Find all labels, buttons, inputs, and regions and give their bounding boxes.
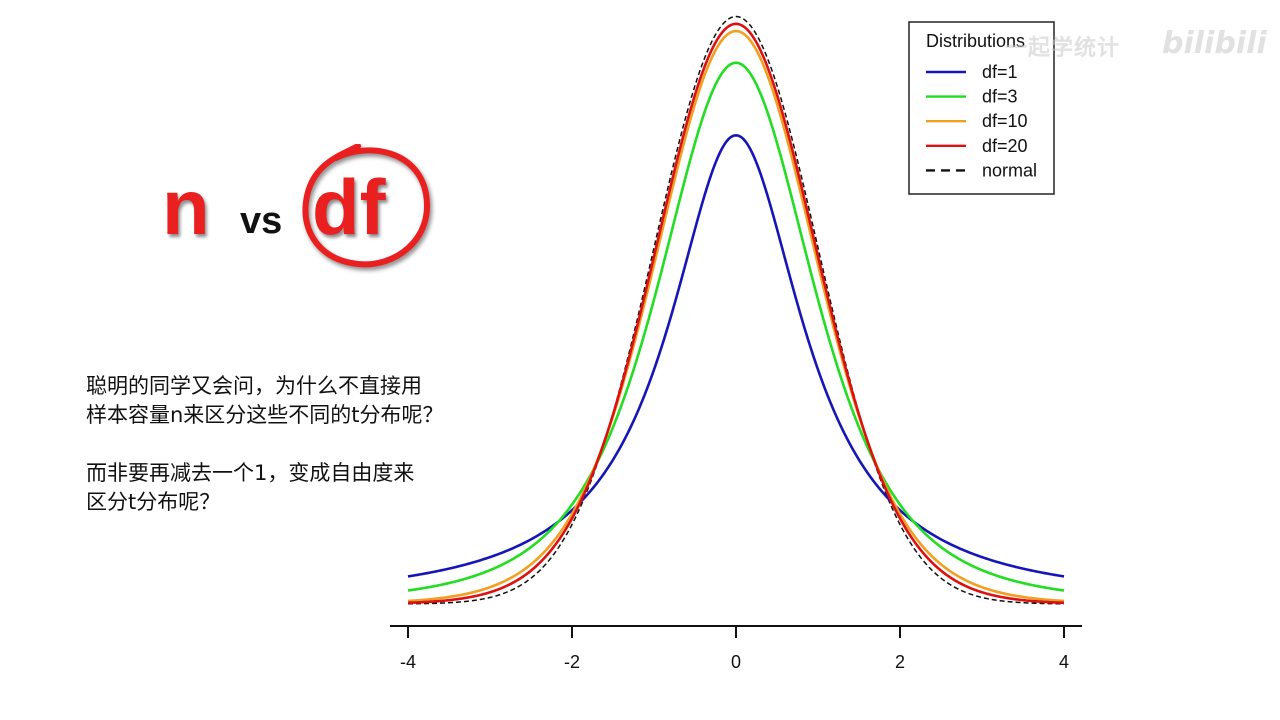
legend-label: normal (982, 160, 1037, 180)
curve-df-3 (407, 61, 1065, 592)
x-tick-label: 2 (895, 652, 905, 672)
legend-title: Distributions (926, 31, 1025, 51)
legend-label: df=10 (982, 111, 1028, 131)
x-tick-label: 4 (1059, 652, 1069, 672)
legend-label: df=20 (982, 136, 1028, 156)
watermark-text: 一起学统计 (1005, 36, 1121, 61)
legend-label: df=1 (982, 62, 1018, 82)
x-ticks: -4 -2 0 2 4 (400, 626, 1069, 672)
x-tick-label: -4 (400, 652, 416, 672)
title-n: n (162, 163, 210, 251)
bilibili-logo: bilibili (1162, 26, 1267, 61)
curves-layer (407, 15, 1065, 605)
curve-normal (407, 15, 1065, 605)
question-paragraph-2: 而非要再减去一个1，变成自由度来 区分t分布呢？ (86, 461, 415, 514)
question-paragraph-1: 聪明的同学又会问，为什么不直接用 样本容量n来区分这些不同的t分布呢？ (86, 374, 444, 427)
title-vs: vs (240, 200, 283, 242)
title-df: df (312, 163, 386, 251)
x-tick-label: 0 (731, 652, 741, 672)
legend: Distributions df=1 df=3 df=10 df=20 normal (908, 21, 1055, 195)
legend-box (908, 21, 1055, 195)
curve-df-10 (407, 29, 1065, 603)
legend-label: df=3 (982, 87, 1018, 107)
curve-df-20 (407, 22, 1065, 605)
df-circle-mark (302, 144, 431, 268)
question-text: 聪明的同学又会问，为什么不直接用 样本容量n来区分这些不同的t分布呢？ 而非要再… (86, 372, 506, 517)
x-tick-label: -2 (564, 652, 580, 672)
curve-df-1 (407, 133, 1065, 578)
title-n-vs-df: n vs df (160, 144, 460, 280)
